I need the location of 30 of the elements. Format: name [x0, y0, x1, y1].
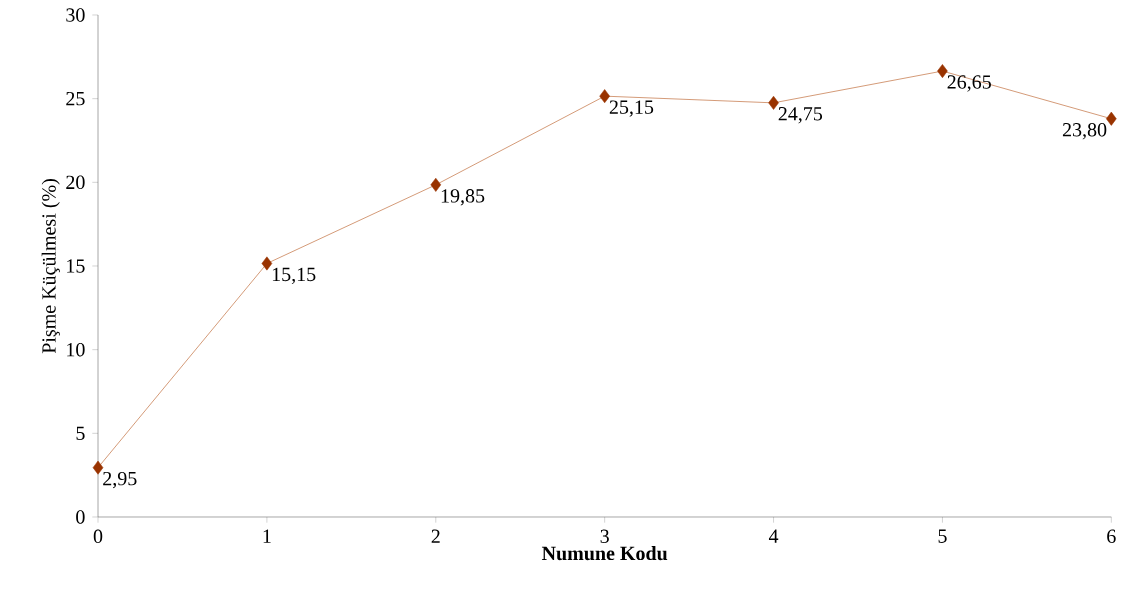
data-label: 23,80 — [1062, 123, 1107, 140]
point — [599, 89, 610, 104]
x-tick-label: 3 — [600, 529, 609, 544]
data-label: 19,85 — [441, 189, 485, 206]
point — [937, 64, 948, 78]
y-tick-label: 20 — [66, 175, 85, 190]
data-label: 26,65 — [947, 75, 991, 92]
data-label: 2,95 — [103, 471, 137, 489]
x-tick-label: 0 — [93, 529, 103, 544]
point — [92, 460, 104, 475]
point — [1106, 111, 1117, 126]
y-tick-label: 10 — [67, 342, 85, 357]
point — [430, 177, 442, 192]
y-axis-title: Pişme Küçülmesi (%) — [41, 179, 60, 354]
point — [768, 95, 779, 110]
data-label: 15,15 — [272, 267, 316, 285]
x-tick-label: 5 — [938, 529, 947, 543]
x-tick-label: 6 — [1107, 529, 1116, 544]
x-tick-label: 1 — [263, 529, 271, 543]
y-tick-label: 0 — [76, 510, 85, 524]
y-tick-label: 25 — [66, 91, 85, 106]
y-tick-label: 5 — [76, 426, 85, 440]
y-tick-label: 30 — [66, 8, 85, 22]
point — [261, 256, 273, 271]
x-axis-title: Numune Kodu — [541, 546, 668, 561]
y-tick-label: 15 — [67, 259, 85, 273]
data-label: 24,75 — [778, 107, 823, 124]
data-label: 25,15 — [609, 100, 654, 117]
x-tick-label: 2 — [431, 529, 440, 543]
x-tick-label: 4 — [768, 529, 779, 543]
